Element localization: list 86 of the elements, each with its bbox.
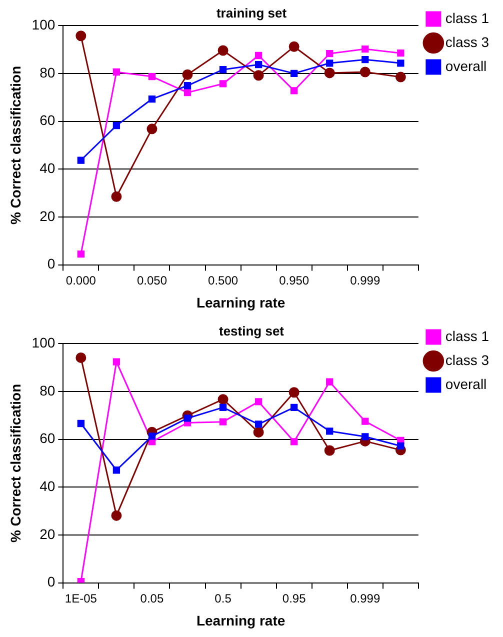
x-tick-label: 0.999 (350, 591, 380, 606)
legend-label: overall (445, 58, 487, 74)
point (112, 68, 120, 76)
x-tick-label: 0.95 (282, 591, 306, 606)
y-tick-label: 60 (40, 112, 56, 128)
point (219, 80, 227, 88)
point (360, 66, 370, 78)
point (146, 124, 158, 134)
point (182, 69, 193, 80)
y-axis-title: % Correct classification (7, 384, 24, 543)
point (218, 394, 228, 405)
point (324, 445, 335, 456)
y-tick-label: 60 (40, 430, 56, 446)
point (148, 95, 156, 103)
point (254, 61, 262, 68)
point (76, 30, 86, 42)
point (184, 89, 192, 96)
point (362, 418, 369, 425)
point (112, 466, 120, 474)
point (326, 60, 334, 67)
y-tick-label: 100 (32, 334, 56, 350)
point (254, 420, 262, 428)
point (253, 70, 264, 81)
x-axis-title: Learning rate (196, 294, 286, 310)
point (254, 52, 262, 60)
y-tick-label: 0 (47, 256, 56, 272)
point (148, 72, 156, 80)
point (254, 398, 262, 406)
legend-label: class 3 (445, 34, 490, 50)
point (397, 60, 404, 67)
point (324, 68, 335, 78)
legend-label: class 3 (445, 352, 490, 368)
y-tick-label: 80 (40, 64, 56, 80)
x-axis-title: Learning rate (196, 612, 286, 628)
point (326, 428, 334, 435)
x-tick-label: 0.5 (214, 591, 232, 606)
point (77, 420, 84, 428)
point (397, 442, 404, 450)
y-tick-label: 20 (40, 208, 56, 224)
point (395, 72, 406, 82)
y-axis-title: % Correct classification (7, 66, 24, 225)
x-tick-label: 1E-05 (64, 591, 98, 606)
x-tick-label: 0.05 (140, 591, 164, 606)
y-tick-label: 20 (40, 526, 56, 542)
point (253, 427, 264, 438)
legend-label: class 1 (445, 10, 490, 26)
point (112, 122, 120, 130)
x-tick-label: 0.500 (208, 273, 238, 288)
point (290, 87, 298, 94)
point (111, 510, 122, 521)
point (77, 156, 84, 164)
point (184, 82, 192, 90)
point (111, 191, 122, 202)
point (112, 358, 120, 366)
legend-label: overall (445, 376, 487, 392)
point (362, 45, 369, 53)
legend-label: class 1 (445, 328, 490, 344)
y-tick-label: 0 (47, 574, 56, 590)
x-tick-label: 0.950 (279, 273, 310, 288)
chart-title: training set (216, 5, 288, 20)
point (219, 404, 227, 412)
point (218, 45, 228, 56)
point (184, 414, 192, 422)
point (290, 404, 298, 412)
y-tick-label: 40 (40, 478, 56, 494)
point (362, 433, 369, 440)
point (290, 438, 298, 446)
point (76, 352, 86, 363)
x-tick-label: 0.999 (350, 273, 380, 288)
y-tick-label: 100 (32, 16, 56, 32)
point (148, 432, 156, 440)
x-tick-label: 0.000 (66, 273, 96, 288)
point (326, 50, 334, 58)
y-tick-label: 40 (40, 160, 56, 176)
point (397, 50, 404, 57)
point (288, 41, 300, 52)
point (362, 56, 369, 64)
point (77, 250, 84, 258)
point (288, 387, 300, 398)
y-tick-label: 80 (40, 382, 56, 398)
x-tick-label: 0.050 (136, 273, 168, 288)
chart-title: testing set (218, 323, 285, 338)
point (290, 70, 298, 78)
point (219, 418, 227, 426)
point (219, 66, 227, 74)
point (326, 378, 334, 386)
